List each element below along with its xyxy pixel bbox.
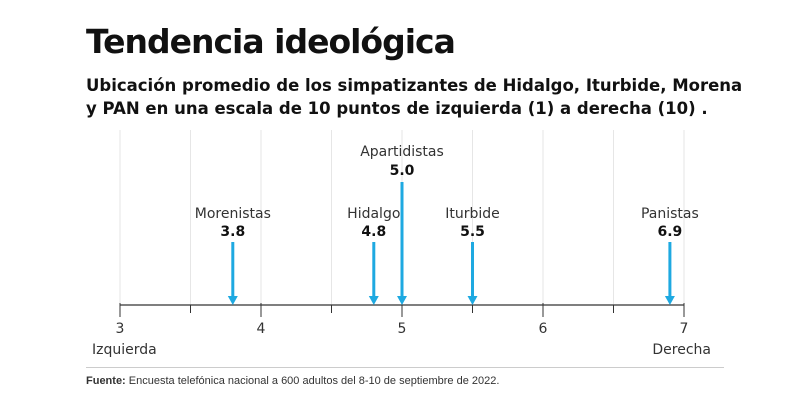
- point-name-label: Iturbide: [445, 206, 500, 222]
- point-value-label: 5.5: [460, 224, 485, 240]
- ideology-chart: 3 4 5 6 7 Izquierda Derecha Morenistas 3.8 Hidalg…: [92, 130, 711, 358]
- chart-title: Tendencia ideológica: [86, 22, 456, 61]
- source-label: Fuente:: [86, 375, 126, 387]
- point-name-label: Panistas: [641, 206, 699, 222]
- point-name-label: Morenistas: [195, 206, 271, 222]
- point-name-label: Hidalgo: [347, 206, 400, 222]
- x-tick-label: 3: [116, 321, 125, 337]
- point-value-label: 4.8: [361, 224, 386, 240]
- pointer-arrow-head: [467, 296, 478, 305]
- pointer-arrow-head: [368, 296, 379, 305]
- source-note: Fuente: Encuesta telefónica nacional a 6…: [86, 375, 499, 387]
- source-divider: [86, 367, 724, 368]
- x-tick-label: 6: [539, 321, 548, 337]
- axis-right-end-label: Derecha: [652, 342, 711, 358]
- x-tick-label: 7: [680, 321, 689, 337]
- point-value-label: 6.9: [657, 224, 682, 240]
- point-value-label: 5.0: [390, 163, 415, 179]
- x-tick-label: 5: [398, 321, 407, 337]
- chart-subtitle: Ubicación promedio de los simpatizantes …: [86, 76, 743, 118]
- axis-left-end-label: Izquierda: [92, 342, 157, 358]
- x-tick-label: 4: [257, 321, 266, 337]
- pointer-arrow-head: [397, 296, 407, 305]
- point-name-label: Apartidistas: [360, 144, 444, 160]
- pointer-arrow-head: [664, 296, 675, 305]
- pointer-arrow-head: [227, 296, 238, 305]
- point-value-label: 3.8: [220, 224, 245, 240]
- source-text: Encuesta telefónica nacional a 600 adult…: [128, 375, 500, 387]
